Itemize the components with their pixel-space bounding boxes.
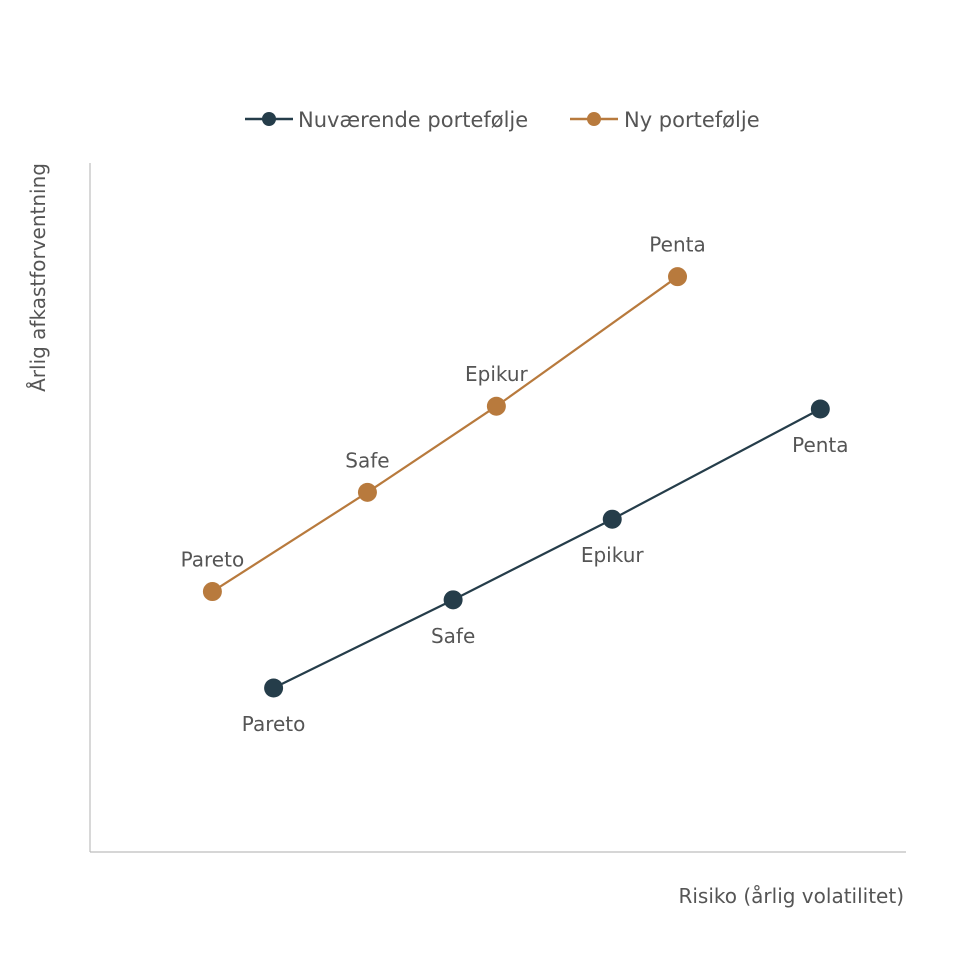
data-point: [602, 509, 622, 529]
x-axis-title: Risiko (årlig volatilitet): [678, 884, 904, 908]
legend-swatch-marker: [587, 112, 601, 126]
legend-item-new: Ny portefølje: [570, 108, 760, 132]
data-label: Pareto: [242, 712, 306, 736]
series-new: Pareto Safe Epikur Penta: [181, 233, 706, 602]
data-label: Epikur: [465, 362, 529, 386]
data-label: Penta: [649, 233, 705, 257]
legend-label: Ny portefølje: [624, 108, 760, 132]
data-label: Safe: [431, 624, 475, 648]
legend: Nuværende portefølje Ny portefølje: [245, 108, 760, 132]
data-point: [443, 590, 463, 610]
series-line: [273, 408, 821, 690]
data-label: Pareto: [181, 548, 245, 572]
data-point: [357, 482, 377, 502]
legend-item-current: Nuværende portefølje: [245, 108, 528, 132]
data-point: [810, 399, 830, 419]
data-point: [264, 678, 284, 698]
plot-area: Pareto Safe Epikur Penta Pareto Safe Epikur Pen…: [181, 233, 849, 736]
series-line: [211, 275, 679, 593]
y-axis-title: Årlig afkastforventning: [26, 163, 50, 392]
data-point: [668, 267, 688, 287]
data-point: [202, 582, 222, 602]
legend-label: Nuværende portefølje: [298, 108, 528, 132]
data-label: Safe: [345, 448, 389, 472]
legend-swatch-marker: [262, 112, 276, 126]
data-point: [486, 396, 506, 416]
data-label: Penta: [792, 433, 848, 457]
series-current: Pareto Safe Epikur Penta: [242, 399, 849, 736]
data-label: Epikur: [581, 543, 645, 567]
